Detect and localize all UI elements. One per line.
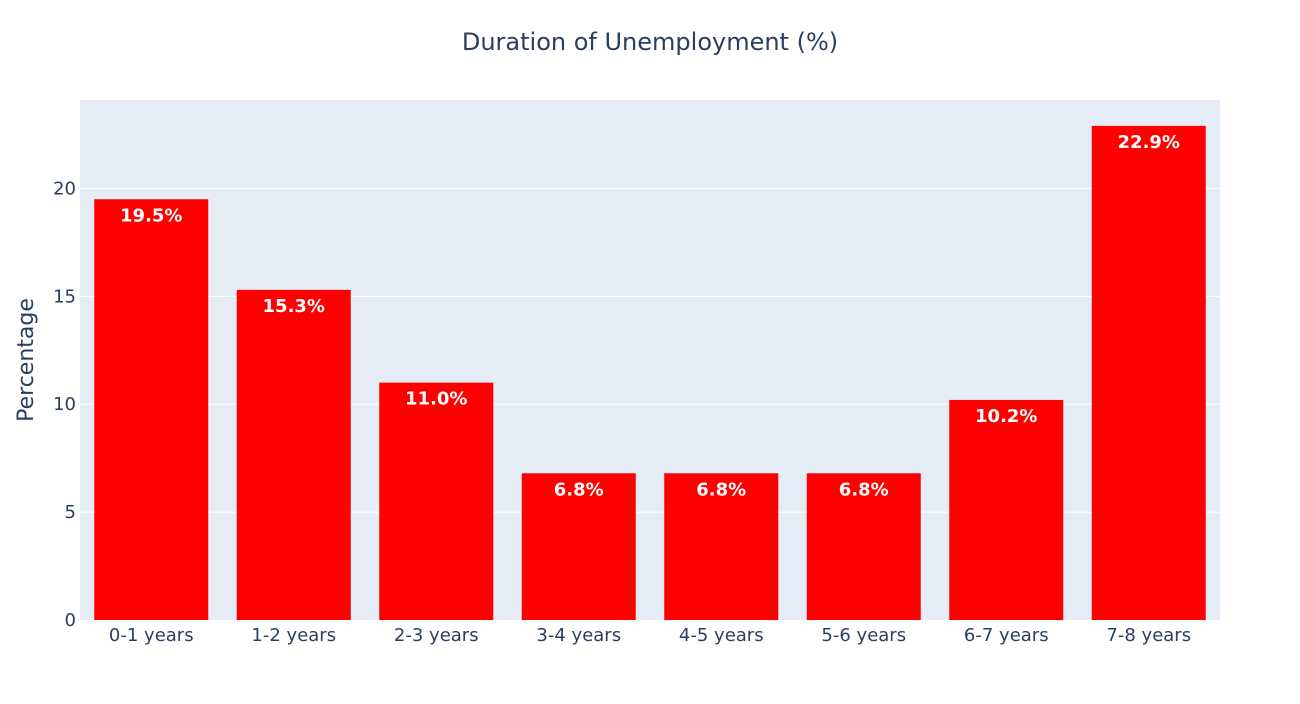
x-tick-label: 1-2 years bbox=[251, 625, 336, 646]
bar-value-label: 6.8% bbox=[839, 479, 889, 500]
bar bbox=[236, 289, 351, 620]
bars: 19.5% 15.3% 11.0% 6.8% 6.8% 6.8% 10.2% 22.9% bbox=[94, 125, 1206, 620]
bar bbox=[1091, 125, 1206, 620]
x-tick-label: 2-3 years bbox=[394, 625, 479, 646]
bar-value-label: 10.2% bbox=[975, 406, 1037, 427]
bar-value-label: 6.8% bbox=[554, 479, 604, 500]
y-tick-label: 15 bbox=[53, 286, 76, 307]
bar bbox=[379, 382, 494, 620]
bar-value-label: 6.8% bbox=[696, 479, 746, 500]
bar bbox=[949, 399, 1064, 620]
bar-value-label: 22.9% bbox=[1118, 132, 1180, 153]
x-axis-ticks: 0-1 years 1-2 years 2-3 years 3-4 years 4-5 … bbox=[109, 625, 1191, 646]
x-tick-label: 6-7 years bbox=[964, 625, 1049, 646]
chart-title: Duration of Unemployment (%) bbox=[462, 28, 838, 56]
bar bbox=[94, 199, 209, 620]
bar bbox=[806, 473, 921, 620]
y-axis-ticks: 0 5 10 15 20 bbox=[53, 178, 76, 631]
x-tick-label: 0-1 years bbox=[109, 625, 194, 646]
y-tick-label: 20 bbox=[53, 178, 76, 199]
y-tick-label: 5 bbox=[65, 502, 76, 523]
x-tick-label: 5-6 years bbox=[821, 625, 906, 646]
y-tick-label: 10 bbox=[53, 394, 76, 415]
x-tick-label: 4-5 years bbox=[679, 625, 764, 646]
bar-value-label: 11.0% bbox=[405, 389, 467, 410]
x-tick-label: 7-8 years bbox=[1106, 625, 1191, 646]
y-axis-title: Percentage bbox=[14, 298, 39, 422]
bar bbox=[664, 473, 779, 620]
y-tick-label: 0 bbox=[65, 610, 76, 631]
x-tick-label: 3-4 years bbox=[536, 625, 621, 646]
bar bbox=[521, 473, 636, 620]
bar-value-label: 19.5% bbox=[120, 205, 182, 226]
bar-value-label: 15.3% bbox=[263, 296, 325, 317]
